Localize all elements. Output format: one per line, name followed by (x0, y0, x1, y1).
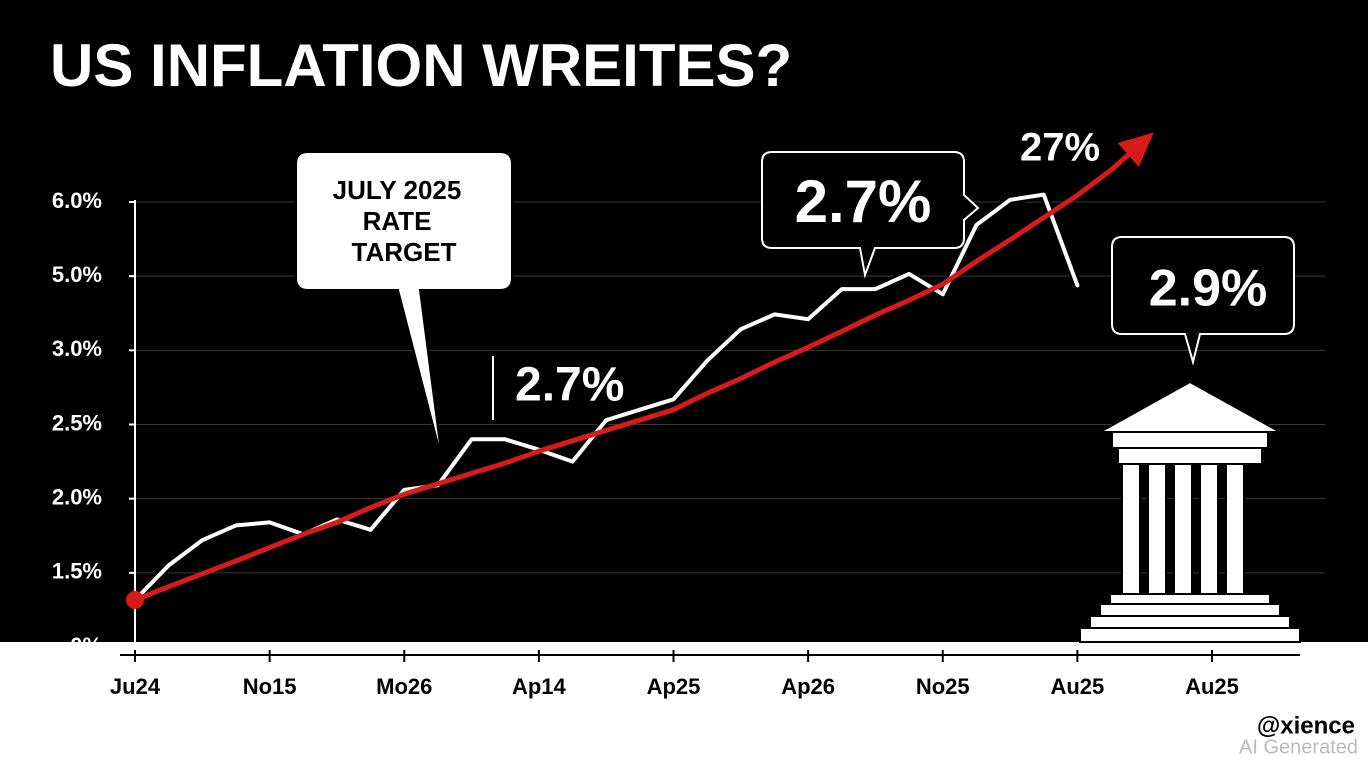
annotation: JULY 2025 (333, 175, 462, 205)
chart-title: US INFLATION WREITES? (50, 32, 792, 99)
handle: @xience (1257, 712, 1355, 739)
x-tick-label: No15 (243, 674, 297, 699)
x-tick-label: Au25 (1050, 674, 1104, 699)
credit: AI Generated (1239, 736, 1358, 758)
x-tick-label: Au25 (1185, 674, 1239, 699)
annotation: 2.7% (795, 168, 932, 235)
annotation: 27% (1020, 126, 1100, 170)
y-tick-label: 3.0% (52, 336, 102, 361)
callout (295, 151, 513, 461)
start-dot (126, 591, 144, 610)
y-tick-label: 2.5% (52, 410, 102, 435)
y-tick-label: 5.0% (52, 262, 102, 287)
y-tick-label: 2.0% (52, 484, 102, 509)
line (133, 192, 1080, 602)
callout (1111, 236, 1295, 366)
x-tick-label: Mo26 (376, 674, 432, 699)
x-tick-label: Ap26 (781, 674, 835, 699)
x-tick-label: Ju24 (110, 674, 161, 699)
y-tick-label: 0% (70, 633, 102, 658)
annotation: 2.7% (515, 359, 624, 412)
annotation: 2.9% (1149, 260, 1268, 318)
annotation: RATE (363, 206, 432, 236)
temple-icon (1079, 380, 1301, 643)
plot (126, 132, 1154, 610)
x-tick-label: Ap25 (647, 674, 701, 699)
y-tick-label: 6.0% (52, 188, 102, 213)
x-tick-label: Ap14 (512, 674, 567, 699)
line (132, 137, 1148, 603)
callout (761, 151, 980, 279)
y-tick-label: 1.5% (52, 559, 102, 584)
annotation: TARGET (352, 237, 457, 267)
x-tick-label: No25 (916, 674, 970, 699)
arrowhead (1117, 132, 1154, 167)
